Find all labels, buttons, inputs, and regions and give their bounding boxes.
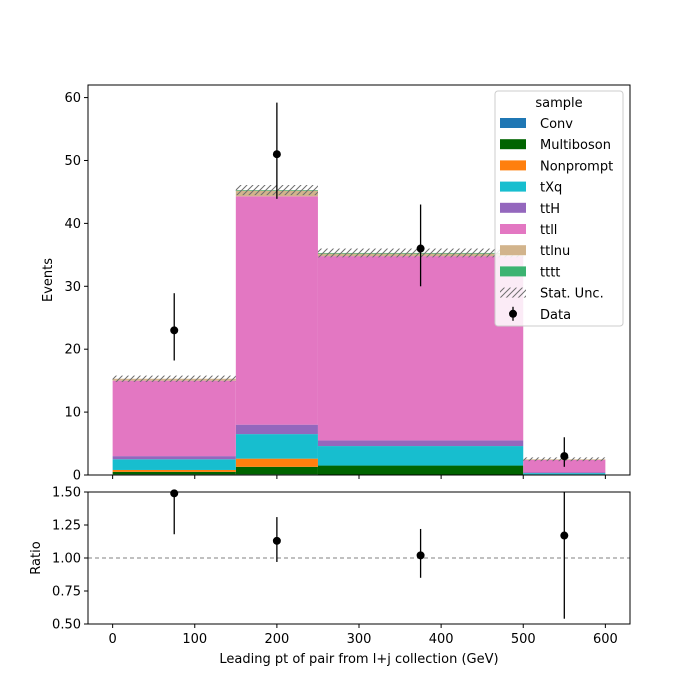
bar-nonprompt-bin-1 (112, 469, 236, 472)
main-y-ticks: 0 10 20 30 40 50 60 (64, 91, 88, 484)
legend-label-data: Data (540, 308, 571, 323)
data-point-1 (170, 326, 179, 335)
legend-label-nonprompt: Nonprompt (540, 159, 613, 174)
legend-label-txq: tXq (540, 181, 562, 196)
legend-label-ttlnu: ttlnu (540, 244, 570, 259)
legend-swatch-nonprompt (500, 160, 526, 171)
y-tick-label-10: 10 (64, 406, 81, 421)
y-tick-label-40: 40 (64, 217, 81, 232)
ratio-y-tick-label-1-50: 1.50 (52, 486, 81, 501)
ratio-y-tick-label-0-75: 0.75 (52, 585, 81, 600)
legend-swatch-tttt (500, 266, 526, 277)
bar-tth-bin-3 (317, 440, 524, 447)
legend-label-ttll: ttll (540, 223, 557, 238)
main-plot: 0 10 20 30 40 50 60 Events (41, 84, 631, 484)
ratio-y-ticks: 0.50 0.75 1.00 1.25 1.50 (52, 486, 88, 633)
y-tick-label-20: 20 (64, 343, 81, 358)
main-x-ticks (112, 475, 606, 479)
legend-swatch-stat-unc (500, 287, 526, 298)
ratio-y-tick-label-1-25: 1.25 (52, 519, 81, 534)
y-tick-label-60: 60 (64, 91, 81, 106)
x-axis-label: Leading pt of pair from l+j collection (… (219, 652, 498, 667)
legend-swatch-conv (500, 118, 526, 128)
x-tick-label-500: 500 (511, 632, 536, 647)
legend-label-conv: Conv (540, 117, 573, 132)
stat-unc-bin-1 (112, 375, 236, 382)
bar-multiboson-bin-2 (235, 466, 318, 475)
legend-label-tth: ttH (540, 202, 560, 217)
legend-title: sample (535, 96, 582, 111)
ratio-y-tick-label-0-50: 0.50 (52, 618, 81, 633)
x-tick-label-200: 200 (264, 632, 289, 647)
bar-multiboson-bin-3 (317, 465, 524, 475)
bar-txq-bin-2 (235, 434, 318, 459)
data-point-3 (416, 244, 425, 253)
x-tick-label-100: 100 (182, 632, 207, 647)
bar-txq-bin-3 (317, 446, 524, 466)
bar-txq-bin-4 (523, 473, 606, 475)
data-points (170, 102, 569, 467)
legend-swatch-ttll (500, 224, 526, 234)
ratio-point-4 (560, 531, 569, 540)
bar-nonprompt-bin-2 (235, 458, 318, 467)
bar-txq-bin-1 (112, 459, 236, 470)
data-point-2 (272, 150, 281, 159)
legend-swatch-tth (500, 202, 526, 213)
bar-tth-bin-1 (112, 456, 236, 460)
ratio-y-axis-label: Ratio (29, 541, 44, 574)
legend-entries: Conv Multiboson Nonprompt tXq ttH ttll ttlnu tt… (500, 117, 613, 323)
legend: sample Conv Multiboson Nonprompt tXq ttH ttll… (494, 90, 624, 327)
legend-label-multiboson: Multiboson (540, 138, 611, 153)
ratio-plot: 0.50 0.75 1.00 1.25 1.50 0 100 200 300 400 500 600… (29, 486, 631, 667)
data-point-4 (560, 452, 569, 461)
bar-ttll-bin-1 (112, 380, 236, 457)
bar-ttll-bin-2 (235, 196, 318, 425)
y-tick-label-50: 50 (64, 154, 81, 169)
ratio-points (170, 489, 569, 619)
y-axis-label: Events (41, 258, 56, 302)
x-tick-label-400: 400 (429, 632, 454, 647)
y-tick-label-0: 0 (73, 469, 81, 484)
bar-tth-bin-2 (235, 424, 318, 435)
x-tick-label-600: 600 (593, 632, 618, 647)
bar-ttll-bin-3 (317, 256, 524, 441)
legend-swatch-multiboson (500, 139, 526, 150)
legend-label-tttt: tttt (540, 265, 560, 280)
ratio-point-2 (272, 536, 281, 545)
legend-swatch-txq (500, 181, 526, 192)
legend-data-marker (509, 309, 517, 318)
legend-label-stat-unc: Stat. Unc. (540, 287, 604, 302)
legend-swatch-ttlnu (500, 245, 526, 256)
ratio-point-1 (170, 489, 179, 498)
legend-box (494, 90, 624, 327)
ratio-x-ticks: 0 100 200 300 400 500 600 (108, 624, 618, 647)
bar-tth-bin-4 (523, 472, 606, 474)
ratio-point-3 (416, 551, 425, 560)
y-tick-label-30: 30 (64, 280, 81, 295)
ratio-y-tick-label-1-00: 1.00 (52, 552, 81, 567)
x-tick-label-0: 0 (108, 632, 116, 647)
x-tick-label-300: 300 (347, 632, 372, 647)
bar-multiboson-bin-1 (112, 471, 236, 475)
stacked-bars (112, 190, 606, 475)
